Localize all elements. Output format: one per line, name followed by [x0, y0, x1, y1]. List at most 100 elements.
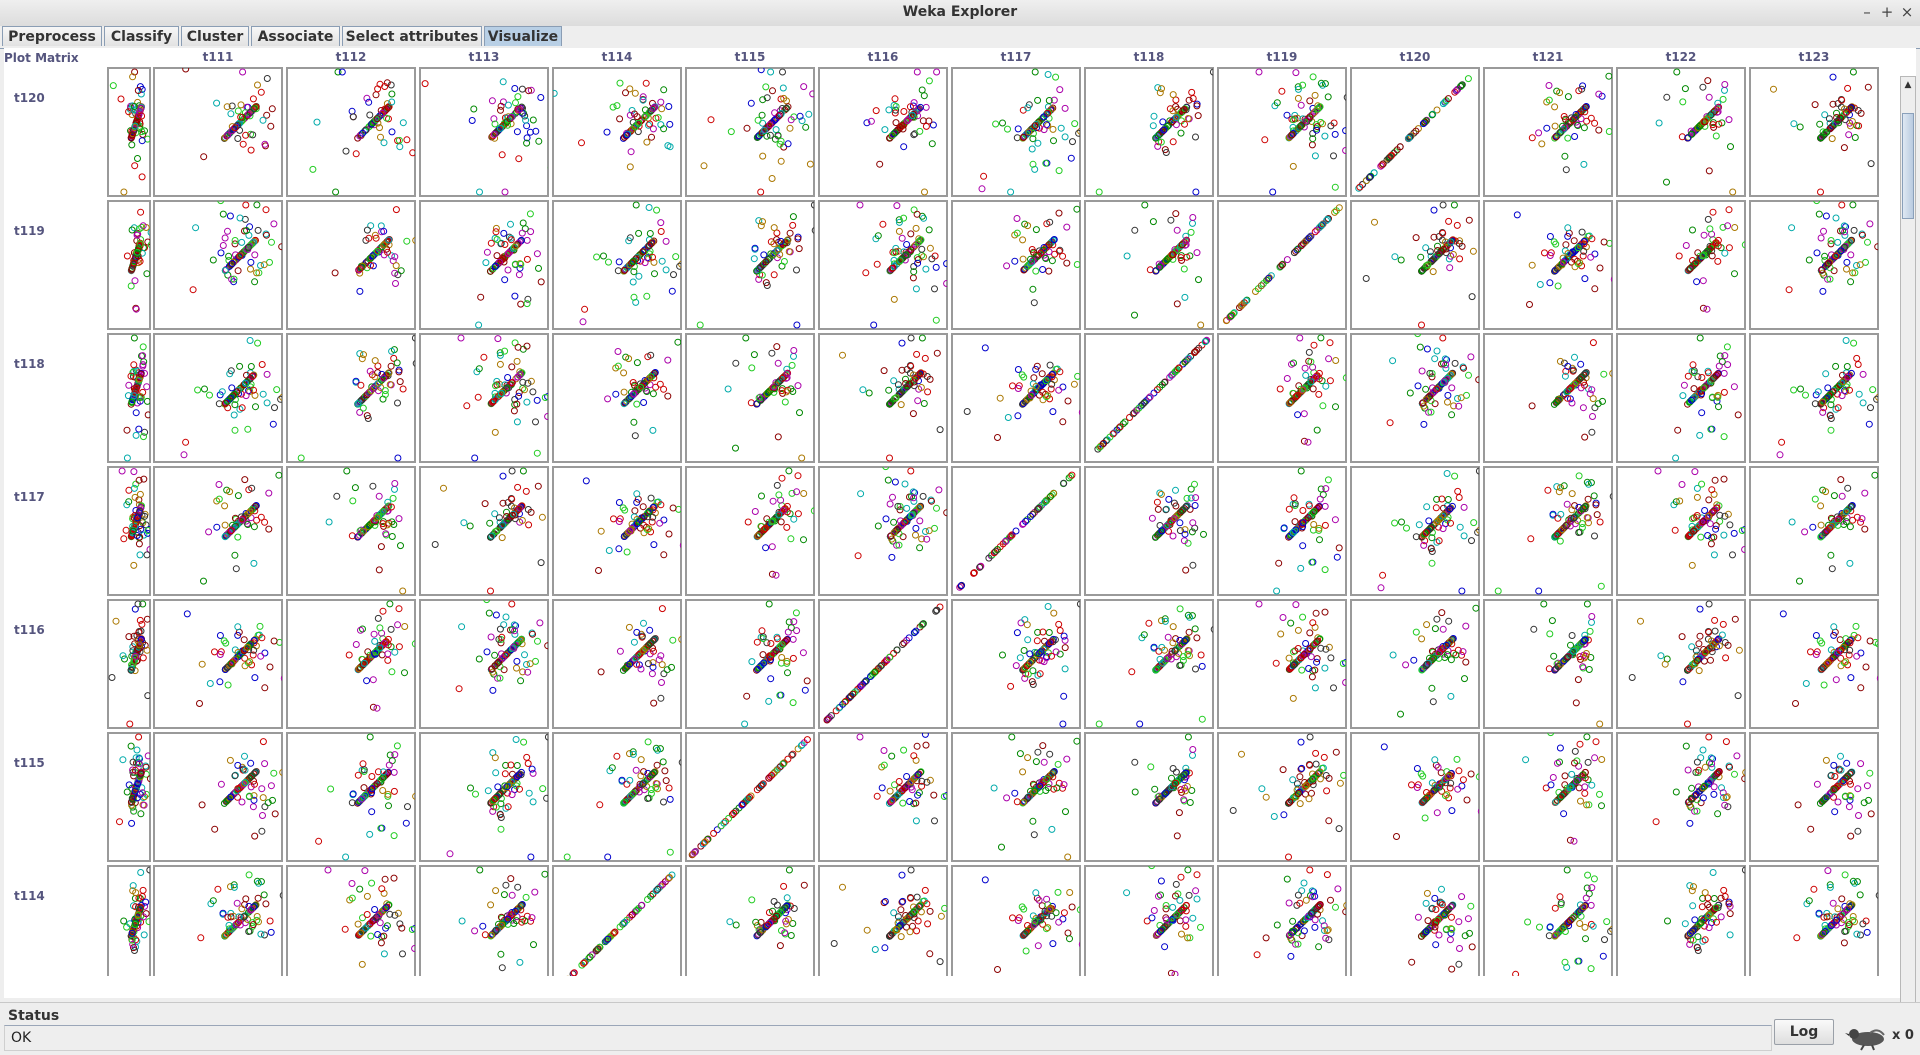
column-label-t114: t114	[602, 50, 633, 64]
scatter-cell-t114-t111[interactable]	[154, 850, 286, 976]
maximize-button[interactable]: +	[1876, 2, 1898, 22]
scatter-cell-t117-t111[interactable]	[154, 467, 289, 595]
scatter-cell-t115-t116[interactable]	[819, 731, 954, 861]
column-label-t117: t117	[1001, 50, 1032, 64]
scatter-cell-t120-t119[interactable]	[1218, 52, 1350, 196]
scatter-cell-t119-t119[interactable]	[1218, 201, 1346, 329]
column-label-t122: t122	[1666, 50, 1697, 64]
scatter-cell-t115-t123[interactable]	[1750, 733, 1900, 861]
scatter-cell-t117-t113[interactable]	[420, 467, 548, 595]
scatter-cell-t120-t117[interactable]	[952, 48, 1084, 196]
column-label-t118: t118	[1134, 50, 1165, 64]
scatter-cell-t119-t120[interactable]	[1351, 201, 1479, 329]
scatter-cell-t116-t116[interactable]	[819, 600, 947, 728]
scatter-cell-t115-t117[interactable]	[952, 733, 1080, 861]
row-label-t115: t115	[14, 756, 45, 770]
weka-bird-icon[interactable]	[1844, 1021, 1888, 1051]
scatter-cell-t120-t121[interactable]	[1484, 68, 1619, 196]
close-button[interactable]: ×	[1896, 2, 1918, 22]
scatter-cell-t119-t111[interactable]	[154, 198, 285, 329]
row-label-t114: t114	[14, 889, 45, 903]
tab-bar: Preprocess Classify Cluster Associate Se…	[0, 26, 1920, 49]
scatter-cell-t115-t111[interactable]	[154, 733, 302, 861]
column-label-t119: t119	[1267, 50, 1298, 64]
tab-associate[interactable]: Associate	[251, 26, 340, 46]
scatter-cell-t116-t118[interactable]	[1085, 584, 1217, 728]
status-box: OK	[4, 1025, 1772, 1051]
scatter-cell-t115-t115[interactable]	[686, 733, 814, 861]
scatter-cell-t117-partial[interactable]	[108, 451, 153, 595]
scatter-cell-t119-t114[interactable]	[553, 201, 685, 329]
scatter-cell-t120-t111[interactable]	[154, 66, 292, 196]
row-label-t117: t117	[14, 490, 45, 504]
scatter-cell-t119-t116[interactable]	[819, 185, 950, 329]
scatter-cell-t119-t121[interactable]	[1484, 201, 1627, 329]
row-label-t118: t118	[14, 357, 45, 371]
scatter-cell-t120-t123[interactable]	[1750, 68, 1878, 196]
scatter-cell-t114-t113[interactable]	[420, 866, 548, 976]
status-bar: Status OK Log x 0	[0, 1002, 1920, 1055]
tab-cluster[interactable]: Cluster	[181, 26, 249, 46]
scatter-cell-t117-t118[interactable]	[1085, 467, 1236, 595]
column-label-t112: t112	[336, 50, 367, 64]
scatter-cell-t117-t122[interactable]	[1617, 467, 1748, 595]
scatter-cell-t120-t115[interactable]	[686, 61, 824, 196]
row-label-t120: t120	[14, 91, 45, 105]
scatter-cell-t114-t114[interactable]	[553, 866, 681, 976]
scatter-cell-t114-t116[interactable]	[819, 866, 948, 976]
task-count: x 0	[1892, 1028, 1914, 1043]
scatter-cell-t116-t122[interactable]	[1617, 600, 1745, 728]
scroll-up-icon[interactable]: ▲	[1901, 79, 1915, 91]
scatter-cell-t114-t123[interactable]	[1750, 850, 1882, 976]
column-label-t116: t116	[868, 50, 899, 64]
scatter-cell-t118-t117[interactable]	[952, 334, 1095, 462]
tab-select-attributes[interactable]: Select attributes	[342, 26, 482, 46]
minimize-button[interactable]: –	[1856, 2, 1878, 22]
scatter-cell-t116-t119[interactable]	[1218, 600, 1353, 728]
scatter-cell-t117-t121[interactable]	[1484, 451, 1616, 595]
row-label-t119: t119	[14, 224, 45, 238]
column-label-t115: t115	[735, 50, 766, 64]
scatter-cell-t115-t114[interactable]	[553, 717, 685, 861]
vertical-scrollbar[interactable]: ▲	[1900, 76, 1916, 1022]
scatter-cell-t115-t119[interactable]	[1218, 733, 1347, 861]
column-label-t123: t123	[1799, 50, 1830, 64]
scatter-cell-t117-t123[interactable]	[1750, 467, 1885, 595]
column-label-t111: t111	[203, 50, 234, 64]
tab-visualize[interactable]: Visualize	[484, 26, 562, 46]
scatter-cell-t119-t123[interactable]	[1750, 198, 1881, 329]
scatter-cell-t120-t113[interactable]	[420, 48, 558, 196]
tab-preprocess[interactable]: Preprocess	[2, 26, 102, 46]
row-label-t116: t116	[14, 623, 45, 637]
scatter-cell-t120-t120[interactable]	[1351, 68, 1479, 196]
title-bar: Weka Explorer – + ×	[0, 0, 1920, 27]
row-labels: t120 t119 t118 t117 t116 t115 t114	[14, 91, 45, 903]
column-labels: t111 t112 t113 t114 t115 t116 t117 t118 t119 t120…	[203, 50, 1830, 64]
scatter-cell-t119-t117[interactable]	[952, 201, 1087, 329]
scatter-cell-t118-t118[interactable]	[1085, 334, 1213, 462]
scatter-cell-t116-t120[interactable]	[1351, 600, 1479, 728]
window-title: Weka Explorer	[0, 4, 1920, 20]
scatter-cell-t118-t116[interactable]	[819, 334, 947, 462]
scatter-cell-t118-t114[interactable]	[553, 334, 688, 462]
scatter-cell-t118-t121[interactable]	[1484, 334, 1632, 462]
scatter-cell-t118-t123[interactable]	[1750, 334, 1900, 462]
tab-classify[interactable]: Classify	[104, 26, 179, 46]
scatter-cell-t120-t114[interactable]	[551, 58, 698, 196]
log-button[interactable]: Log	[1774, 1019, 1834, 1045]
column-label-t121: t121	[1533, 50, 1564, 64]
scatter-cell-t116-partial[interactable]	[108, 600, 151, 728]
scatter-cell-t114-t112[interactable]	[287, 866, 422, 976]
column-label-t120: t120	[1400, 50, 1431, 64]
column-label-t113: t113	[469, 50, 500, 64]
scatter-cells	[100, 48, 1900, 976]
scatter-cell-t117-t117[interactable]	[952, 467, 1080, 595]
scatter-cell-t118-t111[interactable]	[154, 334, 286, 462]
status-text: OK	[11, 1030, 31, 1046]
vertical-scroll-thumb[interactable]	[1902, 113, 1914, 219]
scatter-cell-t118-t113[interactable]	[420, 318, 551, 462]
status-title: Status	[8, 1008, 59, 1024]
scatter-cell-t116-t114[interactable]	[553, 600, 701, 728]
